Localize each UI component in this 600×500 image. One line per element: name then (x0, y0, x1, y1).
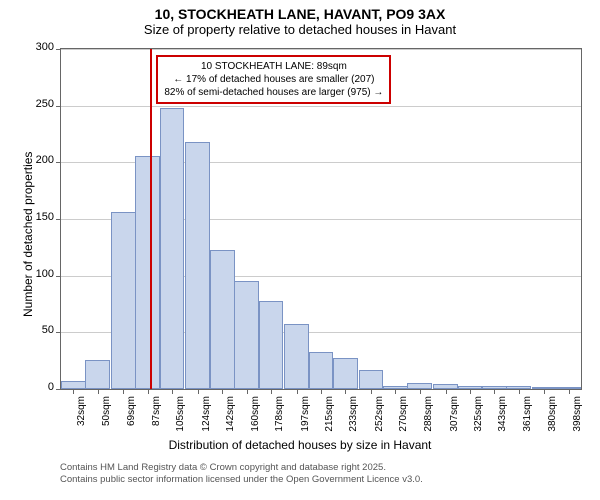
x-tick (544, 389, 545, 394)
x-tick (345, 389, 346, 394)
annotation-line-3: 82% of semi-detached houses are larger (… (164, 86, 383, 99)
x-tick (321, 389, 322, 394)
histogram-bar (135, 156, 160, 389)
histogram-bar (111, 212, 136, 389)
x-tick (297, 389, 298, 394)
x-tick-label: 325sqm (473, 396, 484, 444)
x-tick-label: 32sqm (76, 396, 87, 444)
x-tick (420, 389, 421, 394)
y-tick (56, 49, 61, 50)
y-tick (56, 219, 61, 220)
y-tick (56, 389, 61, 390)
x-tick (247, 389, 248, 394)
y-tick (56, 106, 61, 107)
x-tick (371, 389, 372, 394)
histogram-bar (160, 108, 185, 389)
histogram-bar (234, 281, 259, 389)
x-tick-label: 160sqm (250, 396, 261, 444)
y-tick-label: 0 (24, 381, 54, 393)
chart-title: 10, STOCKHEATH LANE, HAVANT, PO9 3AX (0, 0, 600, 22)
y-tick (56, 332, 61, 333)
x-tick (222, 389, 223, 394)
y-tick (56, 162, 61, 163)
x-tick-label: 124sqm (201, 396, 212, 444)
annotation-line-2: ← 17% of detached houses are smaller (20… (164, 73, 383, 86)
histogram-bar (259, 301, 284, 389)
x-tick (271, 389, 272, 394)
x-tick (494, 389, 495, 394)
x-tick (198, 389, 199, 394)
x-tick-label: 361sqm (522, 396, 533, 444)
x-tick-label: 105sqm (175, 396, 186, 444)
y-tick (56, 276, 61, 277)
histogram-bar (85, 360, 110, 389)
x-tick-label: 380sqm (547, 396, 558, 444)
x-tick (123, 389, 124, 394)
x-tick-label: 233sqm (348, 396, 359, 444)
x-tick-label: 50sqm (101, 396, 112, 444)
x-tick-label: 398sqm (572, 396, 583, 444)
x-tick-label: 288sqm (423, 396, 434, 444)
annotation-box: 10 STOCKHEATH LANE: 89sqm← 17% of detach… (156, 55, 391, 104)
histogram-bar (359, 370, 384, 389)
footer-attribution: Contains HM Land Registry data © Crown c… (60, 462, 423, 487)
histogram-bar (333, 358, 358, 389)
x-tick (446, 389, 447, 394)
histogram-bar (185, 142, 210, 389)
x-tick-label: 215sqm (324, 396, 335, 444)
annotation-line-1: 10 STOCKHEATH LANE: 89sqm (164, 60, 383, 73)
x-tick (73, 389, 74, 394)
x-tick-label: 178sqm (274, 396, 285, 444)
y-tick-label: 150 (24, 211, 54, 223)
y-tick-label: 100 (24, 268, 54, 280)
x-tick-label: 307sqm (449, 396, 460, 444)
chart-container: 10, STOCKHEATH LANE, HAVANT, PO9 3AX Siz… (0, 0, 600, 500)
histogram-bar (210, 250, 235, 389)
property-marker-line (150, 49, 152, 389)
x-tick-label: 142sqm (225, 396, 236, 444)
histogram-bar (284, 324, 309, 389)
x-tick (470, 389, 471, 394)
plot-area: 10 STOCKHEATH LANE: 89sqm← 17% of detach… (60, 48, 582, 390)
x-tick-label: 343sqm (497, 396, 508, 444)
x-tick (519, 389, 520, 394)
x-tick (172, 389, 173, 394)
footer-line-1: Contains HM Land Registry data © Crown c… (60, 462, 423, 474)
gridline (61, 106, 581, 107)
x-tick-label: 69sqm (126, 396, 137, 444)
x-tick-label: 87sqm (151, 396, 162, 444)
histogram-bar (61, 381, 86, 389)
gridline (61, 49, 581, 50)
x-tick (569, 389, 570, 394)
footer-line-2: Contains public sector information licen… (60, 474, 423, 486)
x-tick (395, 389, 396, 394)
y-tick-label: 50 (24, 324, 54, 336)
x-tick-label: 197sqm (300, 396, 311, 444)
y-tick-label: 300 (24, 41, 54, 53)
y-tick-label: 200 (24, 154, 54, 166)
chart-subtitle: Size of property relative to detached ho… (0, 22, 600, 41)
x-tick-label: 252sqm (374, 396, 385, 444)
x-tick (148, 389, 149, 394)
x-tick (98, 389, 99, 394)
x-tick-label: 270sqm (398, 396, 409, 444)
histogram-bar (309, 352, 334, 389)
y-tick-label: 250 (24, 98, 54, 110)
